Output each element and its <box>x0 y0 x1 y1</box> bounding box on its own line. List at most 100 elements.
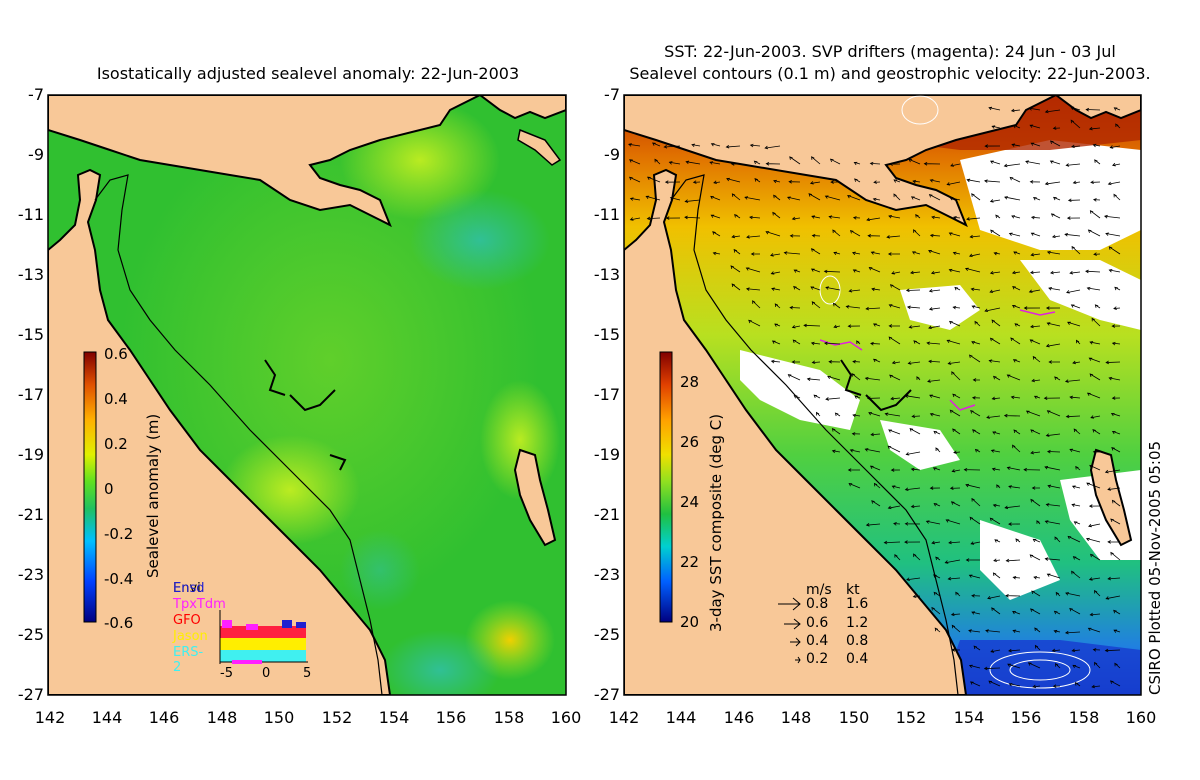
velocity-arrow <box>1011 270 1021 275</box>
velocity-arrow <box>990 649 1001 653</box>
velocity-arrow <box>810 286 821 291</box>
velocity-arrow <box>866 217 881 222</box>
velocity-arrow <box>935 556 941 561</box>
velocity-arrow <box>1105 595 1121 600</box>
velocity-arrow <box>1104 648 1121 653</box>
velocity-arrow <box>890 468 901 472</box>
ssh-contour <box>1009 659 1071 681</box>
drifter-track-2 <box>1019 309 1056 316</box>
velocity-arrow <box>947 361 961 365</box>
velocity-arrow <box>990 160 1001 165</box>
velocity-arrow <box>847 195 861 201</box>
velocity-arrow <box>972 378 981 382</box>
velocity-arrow <box>905 451 921 456</box>
velocity-arrow <box>865 523 881 527</box>
y-tick: -13 <box>593 265 620 284</box>
velocity-arrow <box>834 412 841 417</box>
velocity-arrow <box>1069 607 1081 615</box>
velocity-arrow <box>1066 289 1081 294</box>
velocity-arrow <box>1010 108 1021 113</box>
velocity-arrow <box>872 197 881 202</box>
velocity-arrow <box>773 179 781 184</box>
velocity-arrow <box>1045 306 1061 310</box>
velocity-arrow <box>856 340 861 345</box>
velocity-arrow <box>1049 140 1061 147</box>
velocity-arrow <box>813 394 821 399</box>
velocity-arrow <box>866 396 881 401</box>
velocity-arrow <box>1044 520 1061 525</box>
velocity-arrow <box>1076 339 1081 345</box>
velocity-arrow <box>1113 107 1121 111</box>
velocity-arrow <box>870 341 881 346</box>
velocity-arrow <box>905 288 921 293</box>
velocity-arrow <box>1067 535 1081 543</box>
velocity-arrow <box>1044 466 1061 471</box>
velocity-arrow <box>629 159 641 165</box>
y-tick: -21 <box>17 505 44 524</box>
velocity-arrow <box>989 270 1001 275</box>
velocity-arrow <box>824 195 841 201</box>
velocity-arrow <box>891 271 901 275</box>
velocity-arrow <box>869 161 881 166</box>
velocity-arrow <box>1043 396 1061 400</box>
velocity-arrow <box>948 268 961 273</box>
velocity-arrow <box>1031 378 1041 383</box>
velocity-arrow <box>948 232 961 237</box>
velocity-arrow <box>928 250 941 255</box>
velocity-arrow <box>916 376 921 381</box>
velocity-arrow <box>969 234 981 239</box>
velocity-arrow <box>993 558 1001 562</box>
velocity-arrow <box>915 213 921 219</box>
velocity-arrow <box>833 251 841 256</box>
velocity-arrow <box>730 265 741 273</box>
velocity-arrow <box>873 482 881 489</box>
velocity-arrow <box>911 414 921 419</box>
velocity-arrow <box>873 358 881 363</box>
velocity-arrow <box>952 251 961 256</box>
velocity-arrow <box>887 445 901 453</box>
velocity-arrow <box>1107 181 1121 186</box>
velocity-arrow <box>789 234 801 238</box>
velocity-arrow <box>968 253 981 258</box>
velocity-arrow <box>791 216 801 221</box>
velocity-arrow <box>923 161 941 166</box>
velocity-arrow <box>983 666 1001 671</box>
velocity-arrow <box>1053 610 1061 615</box>
sat-legend-item: GFO <box>173 613 201 628</box>
velocity-arrow <box>966 217 981 221</box>
velocity-arrow <box>733 248 741 255</box>
velocity-arrow <box>1012 575 1021 580</box>
colorbar-tick: 0.4 <box>104 390 128 408</box>
velocity-arrow <box>791 325 801 329</box>
velocity-arrow <box>870 432 881 437</box>
velocity-arrow <box>951 624 961 633</box>
sat-legend-item: Jason <box>173 629 208 644</box>
velocity-arrow <box>1030 324 1041 329</box>
velocity-arrow <box>1030 142 1041 147</box>
velocity-arrow <box>893 522 901 526</box>
velocity-arrow <box>1029 270 1041 275</box>
velocity-arrow <box>1110 551 1121 561</box>
x-tick: 152 <box>321 708 353 727</box>
velocity-arrow <box>910 270 921 275</box>
velocity-arrow <box>774 303 781 309</box>
colorbar-tick: 0 <box>104 480 114 498</box>
vector-legend-kt: 0.4 <box>846 651 869 667</box>
velocity-arrow <box>1113 193 1121 201</box>
velocity-arrow <box>949 486 961 490</box>
y-tick: -17 <box>17 385 44 404</box>
velocity-arrow <box>1071 570 1081 579</box>
velocity-arrow <box>928 307 941 311</box>
velocity-arrow <box>849 449 861 453</box>
velocity-arrow <box>1006 374 1021 381</box>
velocity-arrow <box>989 517 1001 525</box>
velocity-arrow <box>1085 269 1101 274</box>
velocity-arrow <box>825 286 841 291</box>
velocity-arrow <box>1048 287 1061 291</box>
velocity-arrow <box>894 553 901 561</box>
velocity-arrow <box>791 360 801 364</box>
velocity-arrow <box>913 229 921 237</box>
sat-legend-item: Ensd <box>173 581 205 596</box>
velocity-arrow <box>1015 538 1021 543</box>
velocity-arrow <box>935 447 941 453</box>
